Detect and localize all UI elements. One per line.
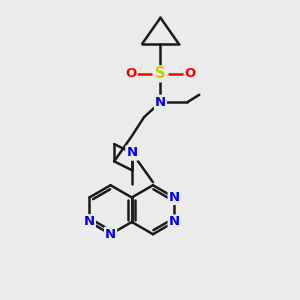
Text: S: S <box>155 66 166 81</box>
Text: N: N <box>169 215 180 229</box>
Text: N: N <box>82 215 93 229</box>
Text: O: O <box>125 68 136 80</box>
Text: O: O <box>185 68 196 80</box>
Text: N: N <box>84 215 95 229</box>
Text: N: N <box>127 146 138 160</box>
Text: N: N <box>127 146 138 160</box>
Text: N: N <box>169 191 180 204</box>
Text: N: N <box>105 228 116 241</box>
Text: N: N <box>155 96 166 109</box>
